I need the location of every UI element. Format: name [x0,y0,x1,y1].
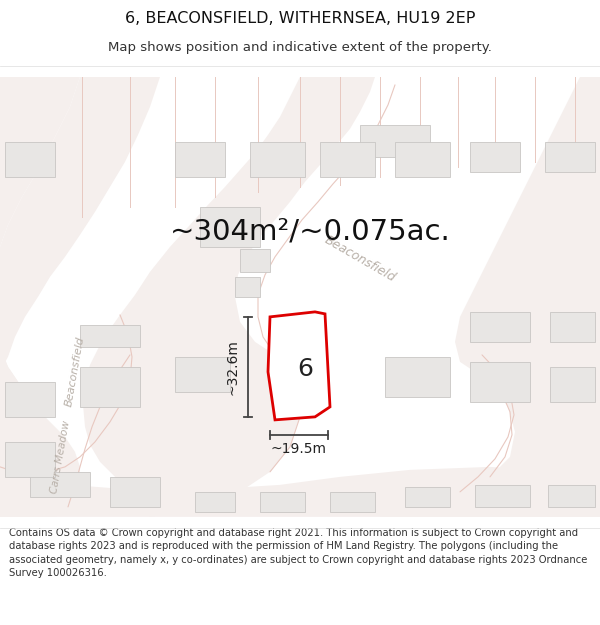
Polygon shape [80,325,140,347]
Polygon shape [250,142,305,177]
Polygon shape [548,485,595,507]
Text: ~304m²/~0.075ac.: ~304m²/~0.075ac. [170,218,451,246]
Polygon shape [80,367,140,407]
Polygon shape [385,357,450,397]
Polygon shape [300,77,600,517]
Polygon shape [110,477,160,507]
Polygon shape [83,77,375,517]
Polygon shape [268,312,330,420]
Text: ~32.6m: ~32.6m [226,339,240,395]
Text: Beaconsfield: Beaconsfield [64,336,86,408]
Polygon shape [240,249,270,272]
Polygon shape [175,142,225,177]
Polygon shape [330,492,375,512]
Polygon shape [0,347,65,477]
Polygon shape [360,125,430,157]
Text: Map shows position and indicative extent of the property.: Map shows position and indicative extent… [108,41,492,54]
Polygon shape [195,492,235,512]
Text: 6: 6 [297,357,313,381]
Text: Carrs Meadow: Carrs Meadow [49,419,71,494]
Polygon shape [5,382,55,417]
Polygon shape [0,347,80,517]
Polygon shape [30,472,90,497]
Polygon shape [0,77,80,247]
Polygon shape [200,207,260,247]
Text: ~19.5m: ~19.5m [271,442,327,456]
Text: Contains OS data © Crown copyright and database right 2021. This information is : Contains OS data © Crown copyright and d… [9,528,587,578]
Polygon shape [235,277,260,297]
Polygon shape [5,142,55,177]
Polygon shape [5,442,55,477]
Polygon shape [0,467,600,517]
Polygon shape [475,485,530,507]
Text: Beaconsfield: Beaconsfield [322,233,398,284]
Polygon shape [405,487,450,507]
Polygon shape [395,142,450,177]
Polygon shape [175,357,230,392]
Polygon shape [260,492,305,512]
Polygon shape [545,142,595,172]
Polygon shape [550,312,595,342]
Polygon shape [470,362,530,402]
Polygon shape [550,367,595,402]
Polygon shape [320,142,375,177]
Text: 6, BEACONSFIELD, WITHERNSEA, HU19 2EP: 6, BEACONSFIELD, WITHERNSEA, HU19 2EP [125,11,475,26]
Polygon shape [470,312,530,342]
Polygon shape [470,142,520,172]
Polygon shape [0,77,160,372]
